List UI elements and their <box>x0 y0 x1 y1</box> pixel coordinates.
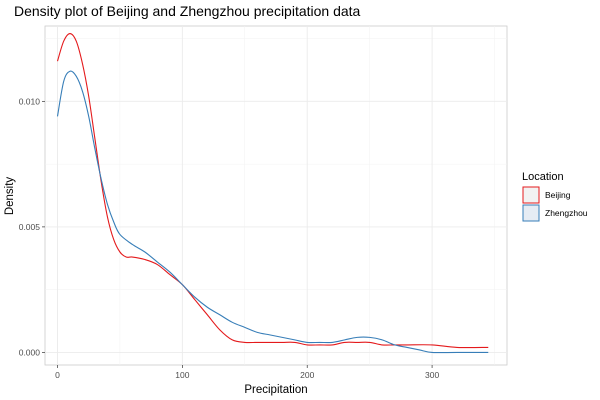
x-tick-label: 200 <box>300 370 314 380</box>
y-tick-label: 0.010 <box>19 96 41 106</box>
major-gridlines <box>45 26 507 365</box>
legend-label-zhengzhou: Zhengzhou <box>545 208 588 218</box>
legend-key-zhengzhou <box>522 204 540 222</box>
legend-items: Beijing Zhengzhou <box>522 186 588 222</box>
series-line-zhengzhou <box>56 70 489 354</box>
plot-panel <box>44 25 508 366</box>
legend-label-beijing: Beijing <box>545 190 571 200</box>
series-line-beijing <box>56 32 489 349</box>
x-axis-title: Precipitation <box>244 384 307 396</box>
x-tick-label: 0 <box>55 370 60 380</box>
legend-title: Location <box>522 171 564 183</box>
y-axis-title: Density <box>4 177 16 216</box>
y-tick-label: 0.005 <box>19 222 41 232</box>
x-tick-label: 300 <box>425 370 439 380</box>
y-tick-label: 0.000 <box>19 347 41 357</box>
minor-gridlines <box>45 26 507 365</box>
chart-title: Density plot of Beijing and Zhengzhou pr… <box>14 3 361 19</box>
x-axis-ticks: 0 100 200 300 <box>55 365 439 380</box>
series-lines <box>56 32 489 354</box>
y-axis-ticks: 0.000 0.005 0.010 <box>19 96 45 357</box>
legend-key-beijing <box>522 186 540 204</box>
panel-border <box>44 25 508 366</box>
legend: Location Beijing Zhengzhou <box>522 171 588 222</box>
x-tick-label: 100 <box>175 370 189 380</box>
